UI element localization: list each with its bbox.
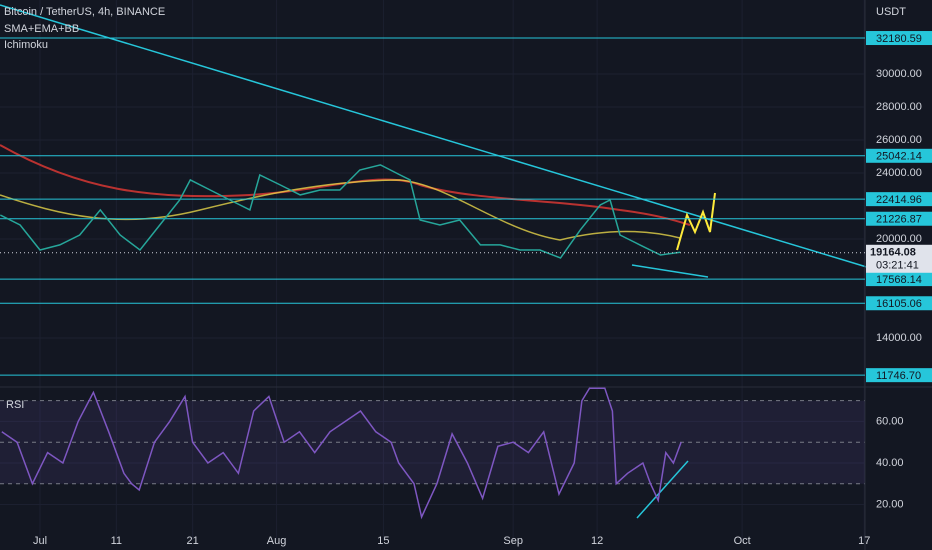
y-tick-label: 26000.00 xyxy=(876,134,922,146)
pane-title: RSI xyxy=(6,399,24,411)
x-tick-label: 11 xyxy=(111,535,122,547)
level-tag xyxy=(866,296,932,311)
trend-line xyxy=(0,4,871,269)
y-tick-label: 60.00 xyxy=(876,415,904,427)
level-label: 11746.70 xyxy=(876,370,921,382)
level-label: 32180.59 xyxy=(876,33,922,45)
level-tag xyxy=(866,211,932,226)
last-price-tag xyxy=(866,244,932,273)
moving-average xyxy=(0,179,681,241)
y-tick-label: 14000.00 xyxy=(876,332,922,344)
x-tick-label: Sep xyxy=(503,535,523,547)
x-tick-label: Oct xyxy=(734,535,751,547)
trend-line xyxy=(636,460,689,519)
level-tag xyxy=(866,148,932,163)
level-label: 25042.14 xyxy=(876,151,922,163)
y-tick-label: 24000.00 xyxy=(876,167,922,179)
price-line xyxy=(1,387,682,520)
x-tick-label: 15 xyxy=(377,535,389,547)
level-tag xyxy=(866,368,932,383)
level-tag xyxy=(866,272,932,287)
currency: USDT xyxy=(876,6,906,18)
level-tag xyxy=(866,192,932,207)
x-tick-label: 17 xyxy=(858,535,870,547)
trend-line xyxy=(631,264,709,278)
x-tick-label: 12 xyxy=(591,535,603,547)
y-tick-label: 28000.00 xyxy=(876,101,922,113)
countdown: 03:21:41 xyxy=(876,260,919,272)
y-tick-label: 40.00 xyxy=(876,457,904,469)
y-tick-label: 20.00 xyxy=(876,498,904,510)
y-tick-label: 30000.00 xyxy=(876,68,922,80)
price-line xyxy=(0,164,681,259)
x-tick-label: Jul xyxy=(33,535,47,547)
x-tick-label: Aug xyxy=(267,535,287,547)
y-tick-label: 20000.00 xyxy=(876,233,922,245)
level-label: 22414.96 xyxy=(876,194,922,206)
plot-layer xyxy=(0,0,865,540)
level-label: 21226.87 xyxy=(876,214,922,226)
level-label: 16105.06 xyxy=(876,298,922,310)
projection xyxy=(676,192,716,251)
indicator: SMA+EMA+BB xyxy=(4,23,79,35)
level-label: 17568.14 xyxy=(876,274,922,286)
level-tag xyxy=(866,31,932,46)
last-price-label: 19164.08 xyxy=(870,247,916,259)
x-tick-label: 21 xyxy=(187,535,199,547)
symbol: Bitcoin / TetherUS, 4h, BINANCE xyxy=(4,6,165,18)
indicator: Ichimoku xyxy=(4,39,48,51)
